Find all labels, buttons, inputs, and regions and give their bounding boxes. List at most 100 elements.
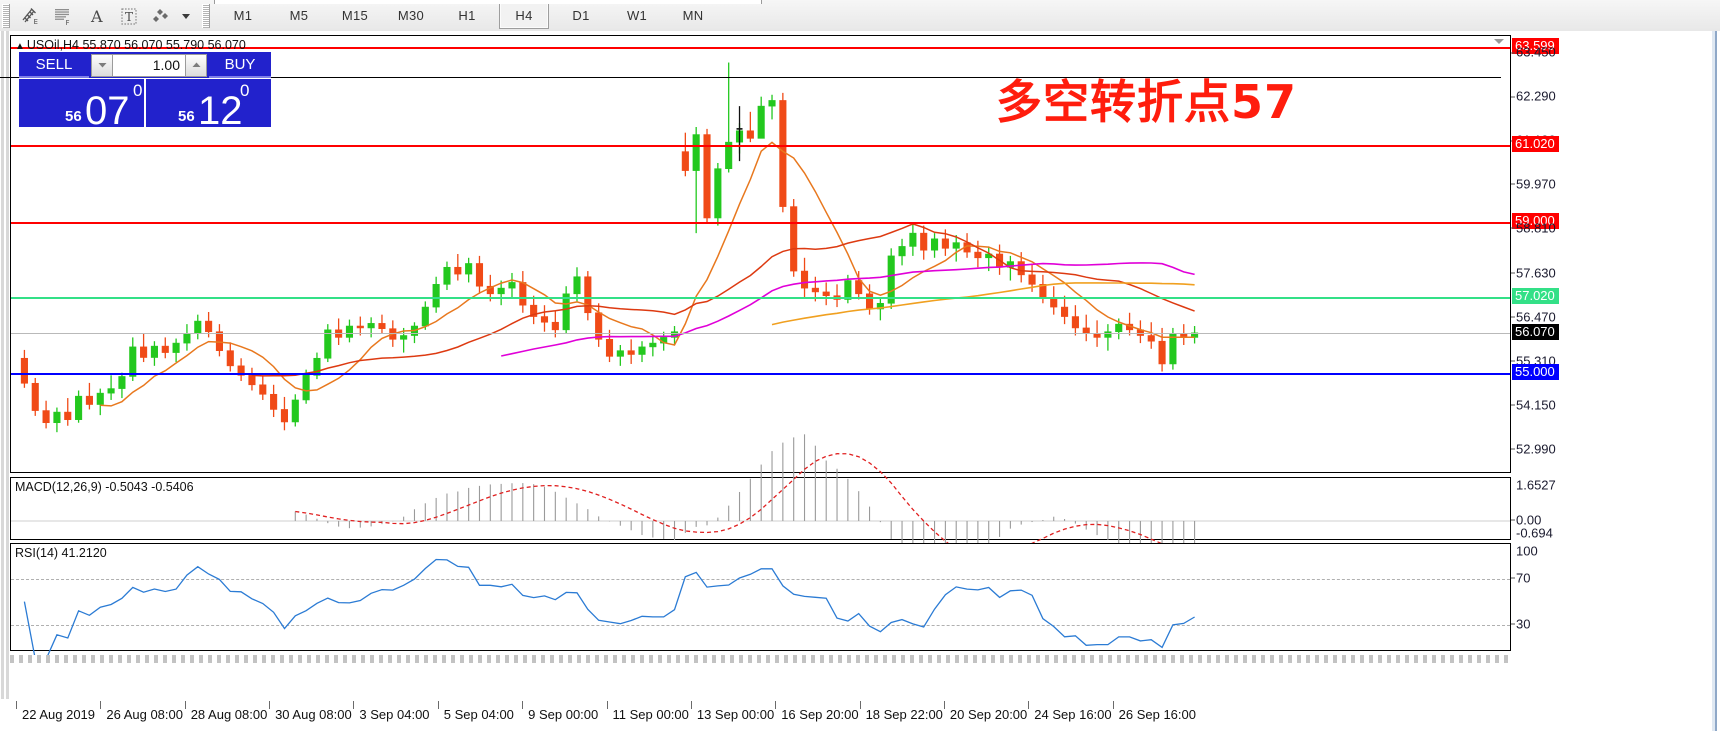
chart-workspace: ▲ USOil,H4 55.870 56.070 55.790 56.070 多空… (0, 31, 1720, 731)
time-label-6: 9 Sep 00:00 (528, 707, 599, 722)
vertical-scrollbar[interactable] (1710, 31, 1720, 731)
timeframe-w1[interactable]: W1 (626, 8, 648, 23)
time-separator-2 (184, 701, 186, 709)
time-label-2: 28 Aug 08:00 (190, 707, 268, 722)
support-55000[interactable] (11, 373, 1510, 376)
current-price-56070[interactable] (11, 332, 1510, 334)
main-toolbar: E F A T (0, 0, 1720, 32)
price-tick-63-450: 63.450 (1511, 44, 1556, 60)
price-chart-pane[interactable]: ▲ USOil,H4 55.870 56.070 55.790 56.070 多空… (10, 35, 1511, 473)
resistance-59000[interactable] (11, 221, 1510, 224)
chart-left-grip[interactable] (0, 31, 10, 699)
time-label-13: 26 Sep 16:00 (1118, 707, 1196, 722)
chart-symbol-text: USOil,H4 55.870 56.070 55.790 56.070 (26, 38, 246, 52)
text-box-icon[interactable]: T (112, 2, 145, 29)
timeframe-drag-handle[interactable] (202, 3, 210, 28)
indicators-icon[interactable]: F (46, 2, 79, 29)
time-separator-10 (859, 701, 861, 709)
timeframe-m15[interactable]: M15 (341, 8, 369, 23)
time-label-7: 11 Sep 00:00 (612, 707, 689, 722)
timeframe-mn[interactable]: MN (682, 8, 704, 23)
price-tick-52-990: 52.990 (1511, 441, 1556, 457)
price-tick-62-290: 62.290 (1511, 88, 1556, 104)
buy-price-sup: 0 (240, 81, 250, 100)
timeframe-m30[interactable]: M30 (397, 8, 425, 23)
time-label-0: 22 Aug 2019 (22, 707, 96, 722)
time-label-12: 24 Sep 16:00 (1034, 707, 1112, 722)
one-click-trading-panel[interactable]: SELL 1.00 BUY 56 07 0 (19, 52, 271, 131)
time-separator-3 (269, 701, 271, 709)
price-tick-57-630: 57.630 (1511, 265, 1556, 281)
price-plot-svg (20, 62, 1199, 433)
macd-plot-svg (11, 434, 1510, 565)
sell-price-sup: 0 (133, 81, 143, 100)
macd-tick-0694: -0.694 (1516, 525, 1553, 541)
macd-axis: 1.6527 0.00 -0.694 (1510, 477, 1611, 541)
time-separator-12 (1028, 701, 1030, 709)
price-tick-63-599: 63.599 (1512, 38, 1559, 55)
price-tick-57-020: 57.020 (1512, 287, 1559, 304)
sell-button[interactable]: SELL (19, 52, 89, 78)
time-separator-0 (16, 701, 17, 709)
volume-input[interactable]: 1.00 (113, 53, 185, 77)
timeframe-group: M1 M5 M15 M30 H1 H4 D1 W1 MN (219, 2, 725, 29)
timeframe-d1[interactable]: D1 (572, 8, 590, 23)
buy-price-big: 12 (198, 89, 243, 133)
timeframe-m5[interactable]: M5 (289, 8, 309, 23)
macd-label: MACD(12,26,9) -0.5043 -0.5406 (15, 480, 194, 494)
pivot-57020[interactable] (11, 296, 1510, 299)
volume-increment-button[interactable] (185, 53, 207, 77)
price-tick-61-020: 61.020 (1512, 136, 1559, 153)
price-tick-59-970: 59.970 (1511, 176, 1556, 192)
svg-text:E: E (33, 18, 37, 26)
sell-price-small: 56 (65, 108, 82, 125)
resistance-61020[interactable] (11, 145, 1510, 148)
sell-price-big: 07 (85, 89, 130, 133)
price-axis[interactable]: 63.59963.45062.29061.13061.02059.97059.0… (1511, 35, 1611, 473)
rsi-level-30 (11, 624, 1510, 626)
price-tick-56-470: 56.470 (1511, 309, 1556, 325)
rsi-axis: 100 70 30 (1510, 543, 1611, 651)
toolbar-drag-handle[interactable] (2, 3, 10, 28)
rsi-label: RSI(14) 41.2120 (15, 546, 107, 560)
time-label-5: 5 Sep 04:00 (443, 707, 514, 722)
time-separator-1 (100, 701, 102, 709)
macd-tick-000: 0.00 (1510, 512, 1542, 528)
chart-annotation-text: 多空转折点57 (996, 75, 1298, 129)
rsi-pane[interactable]: RSI(14) 41.2120 (10, 543, 1511, 660)
rsi-level-70 (11, 578, 1510, 580)
timeframe-m1[interactable]: M1 (233, 8, 253, 23)
sell-price-display[interactable]: 56 07 0 (19, 79, 144, 131)
rsi-tick-100: 100 (1516, 543, 1538, 559)
price-tick-58-810: 58.810 (1511, 220, 1556, 236)
buy-price-small: 56 (178, 108, 195, 125)
macd-pane[interactable]: MACD(12,26,9) -0.5043 -0.5406 (10, 434, 1511, 565)
chart-expand-arrow: ▲ (15, 41, 25, 52)
price-tick-59-000: 59.000 (1512, 212, 1559, 229)
svg-text:T: T (125, 10, 133, 24)
chevron-down-icon[interactable] (178, 2, 194, 29)
time-label-1: 26 Aug 08:00 (106, 707, 183, 722)
text-label-icon[interactable]: A (79, 2, 112, 29)
svg-text:A: A (90, 7, 103, 26)
chart-symbol-label: ▲ USOil,H4 55.870 56.070 55.790 56.070 (15, 38, 246, 52)
timeframe-h1[interactable]: H1 (458, 8, 476, 23)
expert-advisor-icon[interactable]: E (13, 2, 46, 29)
time-separator-8 (690, 701, 692, 709)
volume-decrement-button[interactable] (91, 53, 113, 77)
time-separator-5 (437, 701, 439, 709)
time-label-8: 13 Sep 00:00 (696, 707, 775, 722)
price-tick-54-150: 54.150 (1511, 397, 1556, 413)
time-axis[interactable] (10, 655, 1511, 700)
macd-tick-16527: 1.6527 (1516, 477, 1556, 493)
buy-button[interactable]: BUY (209, 52, 271, 78)
pane-collapse-icon[interactable] (1494, 39, 1504, 44)
buy-price-display[interactable]: 56 12 0 (146, 79, 271, 131)
timeframe-h4[interactable]: H4 (499, 2, 549, 29)
time-label-11: 20 Sep 20:00 (949, 707, 1028, 722)
time-label-9: 16 Sep 20:00 (781, 707, 859, 722)
time-separator-9 (775, 701, 777, 709)
resistance-63599[interactable] (11, 47, 1510, 50)
time-label-10: 18 Sep 22:00 (865, 707, 943, 722)
objects-icon[interactable] (145, 2, 178, 29)
